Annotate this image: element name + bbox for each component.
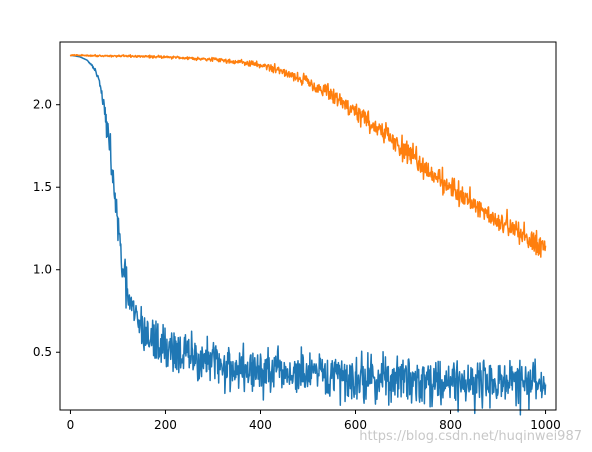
series-line-2: [69, 53, 547, 258]
x-axis: 0 200 400 600 800 1000: [67, 410, 561, 432]
y-axis: 0.5 1.0 1.5 2.0: [33, 98, 60, 359]
watermark-text: https://blog.csdn.net/huqinwei987: [359, 429, 582, 444]
x-tick-label: 400: [249, 418, 272, 432]
x-tick-label: 600: [344, 418, 367, 432]
x-tick-label: 200: [154, 418, 177, 432]
y-tick-label: 1.5: [33, 180, 52, 194]
series-layer: [69, 53, 547, 416]
x-tick-label: 800: [439, 418, 462, 432]
y-tick-label: 0.5: [33, 345, 52, 359]
y-tick-label: 2.0: [33, 98, 52, 112]
x-tick-label: 0: [67, 418, 75, 432]
y-tick-label: 1.0: [33, 263, 52, 277]
series-line-1: [70, 54, 547, 416]
plot-frame: [59, 41, 557, 411]
x-tick-label: 1000: [530, 418, 561, 432]
